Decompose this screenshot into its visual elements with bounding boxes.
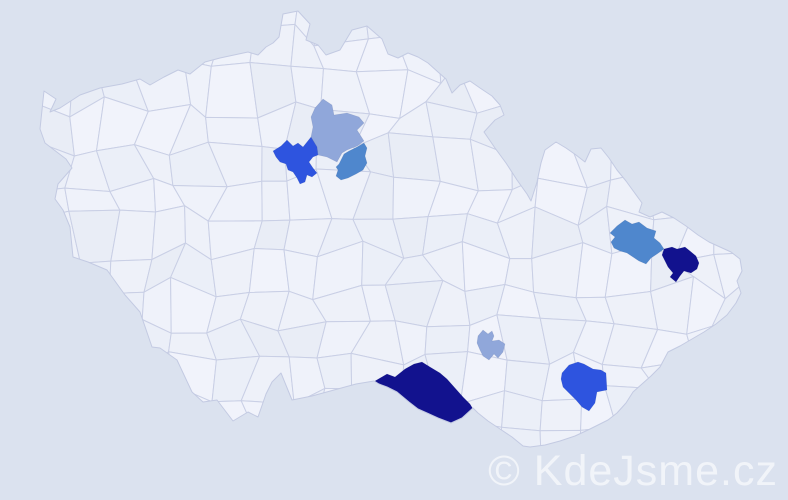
district-highlight-nw-west[interactable] [272,136,319,185]
district [387,132,441,182]
district-highlight-nw-east[interactable] [335,142,368,181]
district [261,180,291,222]
district-highlight-nw-large[interactable] [310,98,365,163]
district [248,248,290,293]
district [539,398,583,432]
district-highlight-south-central-small[interactable] [476,329,506,361]
district [205,62,259,119]
district-highlight-ne-east[interactable] [661,246,700,283]
district-highlight-south-east[interactable] [560,361,608,412]
country-outline [39,10,743,448]
district-highlight-ne-west[interactable] [609,219,665,265]
district [424,324,471,355]
district [205,116,263,147]
highlighted-districts [272,98,700,424]
